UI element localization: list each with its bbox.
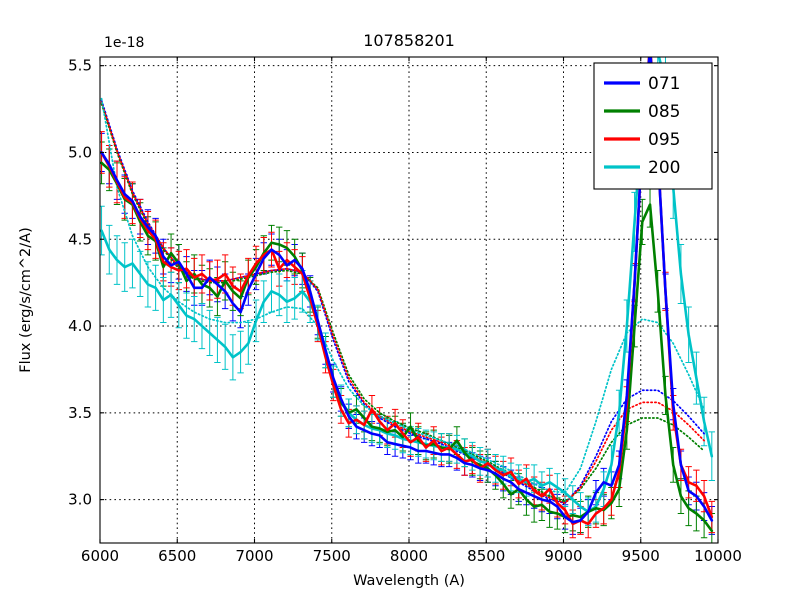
y-tick-label: 3.5 — [68, 404, 92, 422]
legend-label-200: 200 — [648, 158, 680, 178]
legend[interactable]: 071 085 095 200 — [593, 62, 713, 190]
y-tick-label: 3.0 — [68, 491, 92, 509]
x-tick-label: 6500 — [158, 547, 196, 565]
axis-titles-layer: 107858201 Wavelength (A) Flux (erg/s/cm^2/… — [18, 31, 465, 589]
y-axis-offset-label: 1e-18 — [104, 35, 144, 51]
data-curve-095 — [100, 57, 714, 526]
y-tick-label: 5.0 — [68, 143, 92, 161]
y-tick-label: 4.5 — [68, 230, 92, 248]
x-tick-label: 8000 — [390, 547, 428, 565]
legend-label-095: 095 — [648, 130, 680, 150]
legend-item-085[interactable]: 085 — [604, 102, 680, 122]
x-tick-label: 7500 — [313, 547, 351, 565]
data-curve-071 — [100, 57, 714, 524]
model-curves-layer — [100, 97, 705, 505]
error-bars-085 — [100, 141, 716, 543]
tick-marks-and-labels: 6000 6500 7000 7500 8000 8500 9000 9500 10000 3.0… — [68, 57, 742, 565]
x-tick-label: 9500 — [622, 547, 660, 565]
legend-label-085: 085 — [648, 102, 680, 122]
legend-item-071[interactable]: 071 — [604, 74, 680, 94]
model-curve-200 — [100, 97, 705, 494]
y-tick-label: 5.5 — [68, 57, 92, 75]
data-curves-layer — [100, 57, 714, 533]
x-tick-label: 8500 — [467, 547, 505, 565]
model-curve-085 — [100, 103, 705, 503]
x-tick-label: 6000 — [81, 547, 119, 565]
x-tick-label: 10000 — [694, 547, 742, 565]
x-axis-label: Wavelength (A) — [353, 573, 465, 589]
y-tick-label: 4.0 — [68, 317, 92, 335]
legend-item-200[interactable]: 200 — [604, 158, 680, 178]
chart-title: 107858201 — [363, 31, 455, 50]
model-curve-095 — [100, 101, 705, 505]
x-tick-label: 9000 — [544, 547, 582, 565]
legend-label-071: 071 — [648, 74, 680, 94]
y-axis-label: Flux (erg/s/cm^2/A) — [18, 227, 34, 373]
legend-item-095[interactable]: 095 — [604, 130, 680, 150]
x-tick-label: 7000 — [235, 547, 273, 565]
